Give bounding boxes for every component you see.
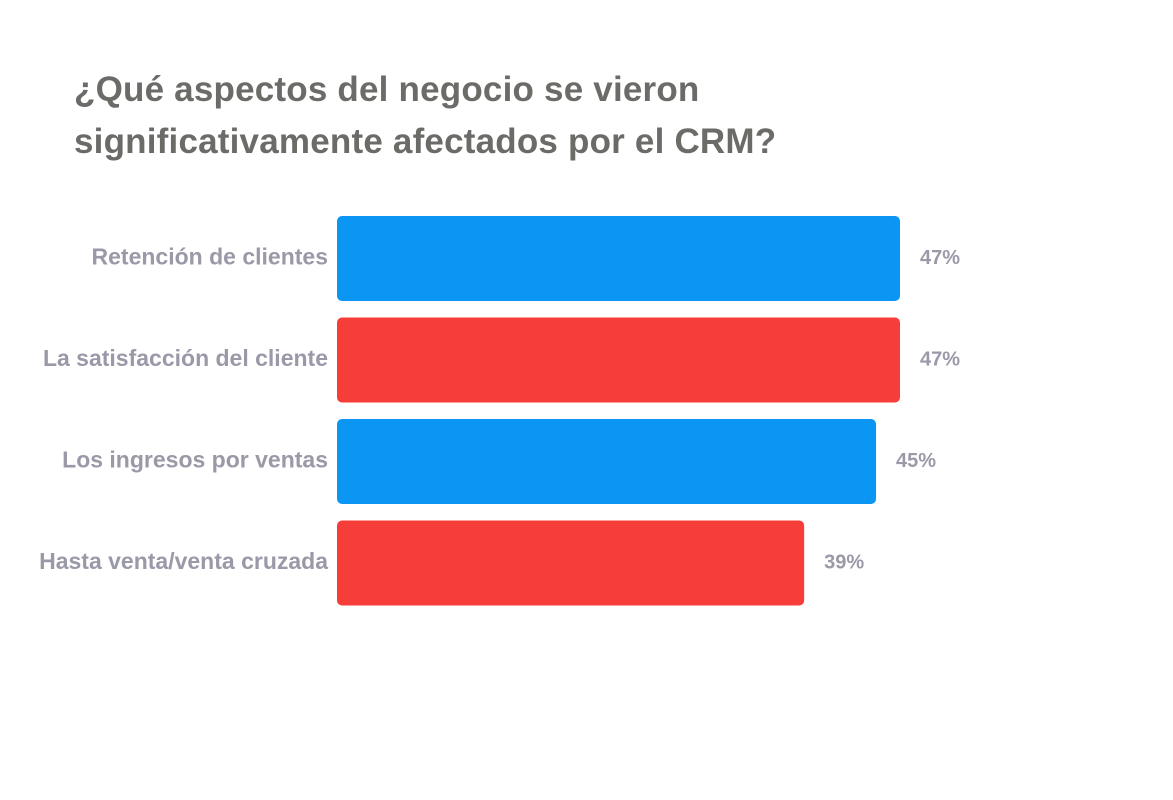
category-label: Los ingresos por ventas [62,447,328,473]
category-label: Retención de clientes [92,244,328,270]
value-label: 39% [824,551,864,573]
bar-3 [337,419,877,504]
chart-title: ¿Qué aspectos del negocio se vieron sign… [74,70,777,161]
bar-4 [337,520,805,606]
value-label: 45% [896,450,936,472]
value-label: 47% [920,348,960,370]
category-label: Hasta venta/venta cruzada [39,548,328,574]
bar-2 [337,317,900,403]
bar-1 [337,216,900,301]
category-label: La satisfacción del cliente [43,345,328,371]
value-label: 47% [920,247,960,269]
